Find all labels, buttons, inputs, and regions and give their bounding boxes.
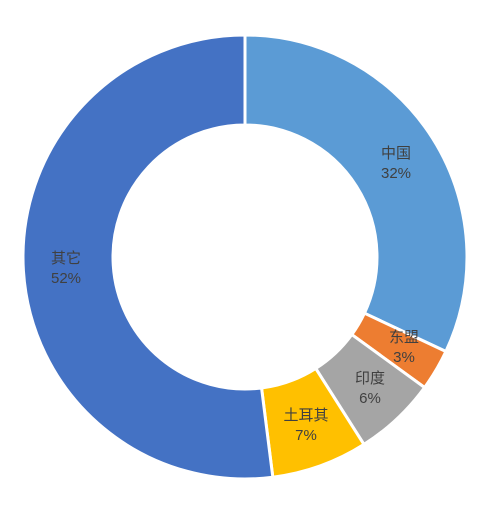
slice-category-label: 其它 (51, 249, 81, 267)
slice-value-label: 3% (393, 349, 415, 366)
slice-value-label: 32% (381, 165, 411, 182)
slice-4 (21, 33, 275, 481)
slice-value-label: 6% (359, 390, 381, 407)
slice-0 (243, 33, 469, 354)
slices-group (21, 33, 469, 481)
slice-category-label: 印度 (355, 370, 385, 387)
slice-value-label: 7% (295, 427, 317, 444)
slice-value-label: 52% (51, 270, 81, 287)
slice-category-label: 土耳其 (283, 407, 328, 424)
labels-group: 中国 32% 东盟 3% 印度 6% 土耳其 7% 其它 52% (51, 145, 419, 444)
slice-category-label: 东盟 (389, 329, 419, 346)
slice-category-label: 中国 (381, 145, 411, 162)
